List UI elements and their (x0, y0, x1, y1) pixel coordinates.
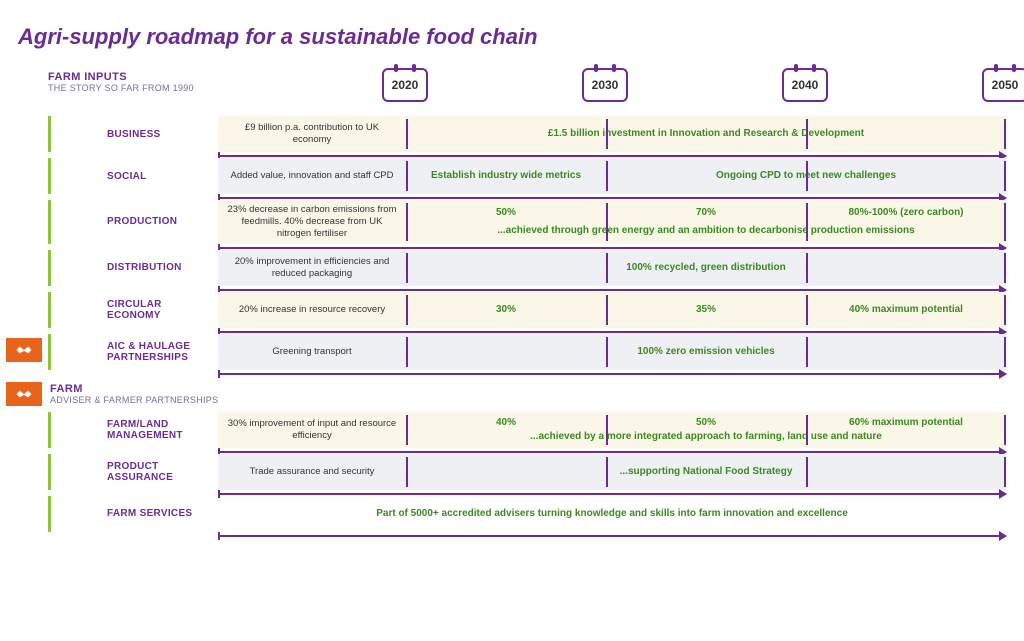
timeline-arrow (218, 535, 1006, 537)
timeline-arrow (218, 155, 1006, 157)
row-label: CIRCULAR ECONOMY (48, 292, 218, 328)
future-text: £1.5 billion investment in Innovation an… (406, 116, 1006, 152)
handshake-icon (6, 382, 42, 406)
milestone-2040: 70% (606, 200, 806, 222)
timeline-arrow (218, 451, 1006, 453)
row-distribution: DISTRIBUTION 20% improvement in efficien… (18, 250, 1006, 286)
year-header: FARM INPUTS THE STORY SO FAR FROM 1990 2… (18, 68, 1006, 108)
section-farm: FARM ADVISER & FARMER PARTNERSHIPS (18, 380, 1006, 408)
row-business: BUSINESS £9 billion p.a. contribution to… (18, 116, 1006, 152)
baseline-text: Trade assurance and security (218, 454, 406, 490)
row-social: SOCIAL Added value, innovation and staff… (18, 158, 1006, 194)
milestone-2030: 40% (406, 412, 606, 430)
row-services: FARM SERVICES Part of 5000+ accredited a… (18, 496, 1006, 532)
row-label: FARM/LAND MANAGEMENT (48, 412, 218, 448)
baseline-text: 23% decrease in carbon emissions from fe… (218, 200, 406, 244)
timeline-arrow (218, 331, 1006, 333)
section-title: FARM INPUTS (48, 71, 194, 83)
row-aic: AIC & HAULAGE PARTNERSHIPS Greening tran… (18, 334, 1006, 370)
section-title: FARM (50, 383, 218, 395)
full-span-text: Part of 5000+ accredited advisers turnin… (218, 508, 1006, 519)
milestone-2030: Establish industry wide metrics (406, 158, 606, 194)
future-text: ...supporting National Food Strategy (406, 454, 1006, 490)
milestone-2040: 50% (606, 412, 806, 430)
section-subtitle: ADVISER & FARMER PARTNERSHIPS (50, 395, 218, 405)
future-text: 100% zero emission vehicles (406, 334, 1006, 370)
milestone-2030: 50% (406, 200, 606, 222)
section-subtitle: THE STORY SO FAR FROM 1990 (48, 83, 194, 93)
milestone-2050: 80%-100% (zero carbon) (806, 200, 1006, 222)
baseline-text: Greening transport (218, 334, 406, 370)
timeline-arrow (218, 289, 1006, 291)
row-label: FARM SERVICES (48, 496, 218, 532)
row-label: SOCIAL (48, 158, 218, 194)
milestone-2030: 30% (406, 292, 606, 328)
row-assurance: PRODUCT ASSURANCE Trade assurance and se… (18, 454, 1006, 490)
row-label: BUSINESS (48, 116, 218, 152)
page-title: Agri-supply roadmap for a sustainable fo… (18, 24, 1006, 50)
future-text: 100% recycled, green distribution (406, 250, 1006, 286)
row-label: PRODUCT ASSURANCE (48, 454, 218, 490)
row-label: DISTRIBUTION (48, 250, 218, 286)
roadmap-container: FARM INPUTS THE STORY SO FAR FROM 1990 2… (18, 68, 1006, 532)
row-circular: CIRCULAR ECONOMY 20% increase in resourc… (18, 292, 1006, 328)
section-farm-inputs: FARM INPUTS THE STORY SO FAR FROM 1990 (48, 68, 218, 96)
baseline-text: 30% improvement of input and resource ef… (218, 412, 406, 448)
row-farm-land: FARM/LAND MANAGEMENT 30% improvement of … (18, 412, 1006, 448)
milestone-2050: 60% maximum potential (806, 412, 1006, 430)
milestone-2040-2050: Ongoing CPD to meet new challenges (606, 158, 1006, 194)
handshake-icon (6, 338, 42, 362)
milestone-subtext: ...achieved by a more integrated approac… (406, 430, 1006, 448)
timeline-arrow (218, 247, 1006, 249)
milestone-2050: 40% maximum potential (806, 292, 1006, 328)
timeline-arrow (218, 373, 1006, 375)
row-label: PRODUCTION (48, 200, 218, 244)
baseline-text: Added value, innovation and staff CPD (218, 158, 406, 194)
baseline-text: £9 billion p.a. contribution to UK econo… (218, 116, 406, 152)
baseline-text: 20% increase in resource recovery (218, 292, 406, 328)
row-label: AIC & HAULAGE PARTNERSHIPS (48, 334, 218, 370)
timeline-arrow (218, 197, 1006, 199)
year-2050: 2050 (982, 68, 1024, 102)
baseline-text: 20% improvement in efficiencies and redu… (218, 250, 406, 286)
milestone-subtext: ...achieved through green energy and an … (406, 222, 1006, 244)
timeline-arrow (218, 493, 1006, 495)
milestone-2040: 35% (606, 292, 806, 328)
row-production: PRODUCTION 23% decrease in carbon emissi… (18, 200, 1006, 244)
